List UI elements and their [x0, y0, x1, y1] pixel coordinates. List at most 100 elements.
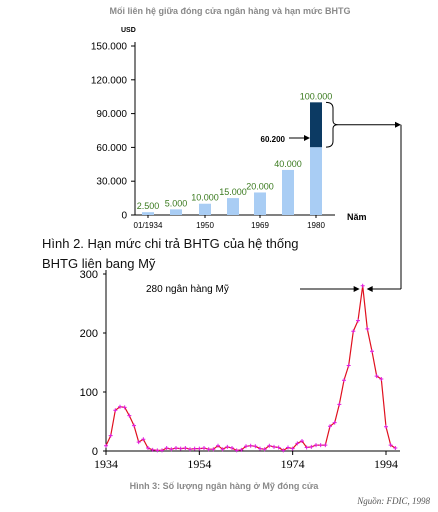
data-point [230, 446, 234, 451]
data-point [244, 444, 248, 449]
data-point [220, 447, 225, 452]
line-chart: 280 ngân hàng Mỹ 0 100 200 300 1934 1954 1974 1… [80, 269, 401, 471]
data-point [164, 446, 169, 451]
bar-value-label: 5.000 [165, 198, 188, 208]
data-point [300, 438, 304, 443]
data-point [272, 444, 276, 449]
line-y-tick-label: 200 [80, 328, 98, 340]
line-x-tick-label: 1994 [374, 457, 398, 471]
bar-value-label: 15.000 [219, 187, 247, 197]
figure-title: Mối liên hệ giữa đóng cửa ngân hàng và h… [109, 6, 350, 16]
data-point [216, 443, 220, 448]
bar [254, 192, 266, 215]
line-y-tick-label: 0 [92, 446, 98, 458]
data-point [146, 446, 150, 451]
data-point [234, 448, 239, 453]
data-point [379, 377, 384, 382]
bar [282, 169, 294, 215]
line-y-tick-label: 300 [80, 269, 98, 281]
series-line [105, 285, 396, 452]
data-point [127, 413, 132, 418]
data-point [136, 440, 141, 445]
data-point [225, 444, 230, 449]
data-point [192, 446, 197, 451]
bar-value-label: 40.000 [274, 159, 302, 169]
data-point [174, 446, 178, 451]
highlight-label: 60.200 [261, 135, 286, 144]
data-point [122, 405, 127, 410]
data-point [118, 404, 122, 409]
data-point [337, 402, 342, 407]
data-point [253, 444, 258, 449]
data-point [169, 447, 174, 452]
bar [170, 209, 182, 215]
peak-annotation: 280 ngân hàng Mỹ [146, 284, 229, 295]
data-point [258, 446, 262, 451]
bar [310, 147, 322, 215]
data-point [188, 447, 192, 452]
data-point [183, 446, 188, 451]
data-point [365, 326, 370, 331]
data-point [384, 424, 388, 429]
line-y-tick-label: 100 [80, 387, 98, 399]
bar-x-tick-label: 01/1934 [134, 221, 163, 230]
data-point [104, 443, 108, 448]
data-point [318, 443, 323, 448]
bar [227, 198, 239, 215]
bar-x-tick-label: 1950 [196, 221, 214, 230]
data-point [374, 374, 379, 379]
bar-value-label: 100.000 [300, 91, 333, 101]
data-point [211, 447, 216, 452]
source-note: Nguồn: FDIC, 1998 [356, 496, 430, 506]
bar-chart: USD Năm 60.200 0 30.000 60.000 90.000 120.00… [91, 27, 402, 289]
bar-y-tick-label: 30.000 [96, 177, 127, 188]
highlight-arrowhead [304, 135, 310, 141]
bar-increment [310, 102, 322, 148]
data-point [248, 443, 253, 448]
data-point [314, 443, 318, 448]
data-point [388, 443, 393, 448]
data-point [239, 447, 244, 452]
data-point [328, 424, 332, 429]
data-point [155, 448, 160, 453]
data-point [178, 446, 183, 451]
data-point [197, 446, 202, 451]
data-point [304, 445, 309, 450]
bar-value-label: 2.500 [137, 201, 160, 211]
line-x-tick-label: 1954 [187, 457, 211, 471]
bar-y-tick-label: 150.000 [91, 42, 128, 53]
data-point [332, 420, 337, 425]
line-x-tick-label: 1934 [94, 457, 118, 471]
data-point [323, 443, 328, 448]
data-point [267, 443, 272, 448]
connector-arrowhead [395, 121, 401, 128]
data-point [108, 433, 113, 438]
data-point [370, 349, 374, 354]
data-point [206, 447, 211, 452]
data-point [346, 363, 351, 368]
data-point [113, 408, 118, 413]
data-point [262, 447, 267, 452]
bar-y-axis-unit: USD [121, 27, 136, 34]
data-point [150, 447, 155, 452]
bar [199, 203, 211, 215]
data-point [356, 318, 360, 323]
data-point [295, 441, 300, 446]
data-point [160, 448, 164, 453]
data-point [342, 378, 346, 383]
data-point [286, 445, 290, 450]
bar-x-tick-label: 1980 [307, 221, 325, 230]
caption-figure-3: Hình 3: Số lượng ngân hàng ở Mỹ đóng cửa [130, 481, 320, 491]
bar-y-tick-label: 60.000 [96, 143, 127, 154]
bar-y-tick-label: 120.000 [91, 75, 128, 86]
peak-arrowhead-left [353, 286, 360, 292]
caption-figure-2: Hình 2. Hạn mức chi trả BHTG của hệ thốn… [42, 236, 302, 271]
bar-x-tick-label: 1969 [251, 221, 269, 230]
curly-brace [325, 101, 339, 148]
bar-value-label: 20.000 [246, 181, 274, 191]
data-point [141, 437, 146, 442]
data-point [309, 444, 314, 449]
data-point [276, 445, 281, 450]
bar-x-axis-unit: Năm [347, 212, 367, 222]
